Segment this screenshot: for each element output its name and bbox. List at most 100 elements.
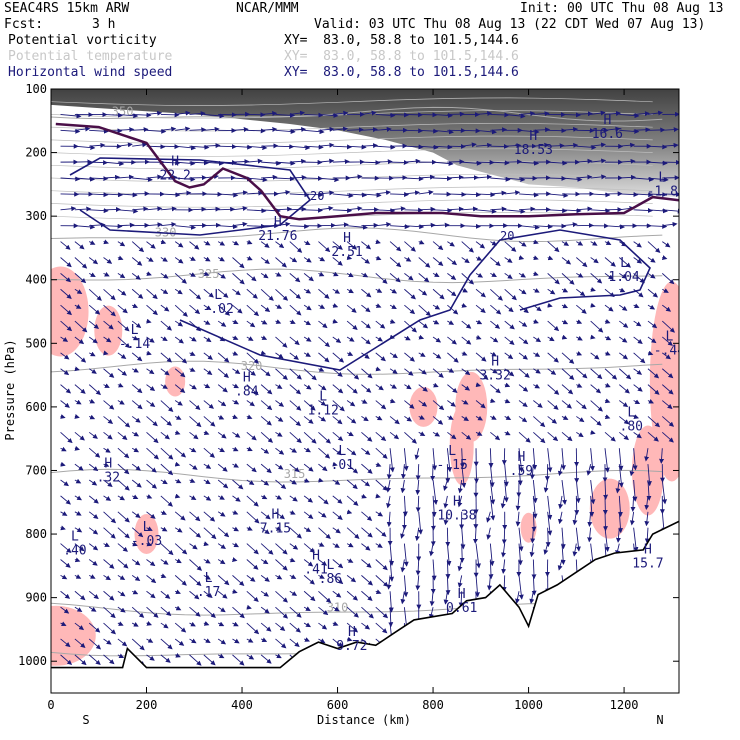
wind-vector [346,527,360,539]
wind-vector [590,142,607,148]
wind-vector [547,416,557,424]
wind-vector [232,273,245,285]
wind-vector [346,384,358,394]
wind-vector [146,621,152,626]
wind-vector [275,494,283,500]
wind-vector [174,622,187,633]
wind-vector [561,287,569,293]
wind-vector [661,400,673,410]
wind-speed-contour-label: 20 [500,229,514,243]
wind-vector [389,448,395,473]
wind-vector [617,495,623,518]
wind-vector [529,543,535,558]
extremum-type: L [658,170,666,185]
wind-vector [504,430,511,436]
wind-vector [390,224,410,230]
wind-vector [203,430,210,436]
theta-contour [51,468,663,483]
wind-vector [590,273,603,284]
wind-vector [347,174,363,180]
wind-vector [576,144,597,150]
wind-vector [404,176,424,182]
wind-vector [547,352,559,363]
y-tick-label: 800 [25,527,47,541]
wind-vector [475,352,487,362]
wind-vector [346,431,354,437]
wind-vector [346,636,353,642]
wind-vector [260,543,274,555]
wind-vector [418,288,428,296]
extremum-value: .17 [197,585,220,600]
wind-vector [131,575,141,582]
wind-vector [332,222,349,228]
wind-vector [318,384,327,391]
wind-vector [432,319,440,325]
wind-vector [443,591,449,605]
wind-vector [246,145,268,151]
wind-vector [189,351,196,356]
extremum-value: .40 [63,544,86,559]
plot-area: 3503303253203153103002020H22.2H21.76H2.5… [51,89,679,693]
wind-vector [217,352,230,363]
wind-vector [517,464,523,486]
wind-vector [246,604,252,610]
wind-vector [576,319,583,324]
wind-vector [533,239,539,245]
wind-vector [174,605,182,611]
extremum-value: .84 [235,385,259,400]
wind-vector [189,559,203,571]
x-end-label-south: S [82,713,89,727]
wind-vector [131,241,145,253]
wind-vector [189,336,197,342]
wind-vector [375,126,392,132]
model-title: SEAC4RS 15km ARW [4,1,130,16]
wind-vector [160,559,169,565]
wind-vector [232,159,250,165]
wind-vector [174,589,181,595]
wind-vector [131,352,143,362]
wind-vector [275,206,293,212]
wind-vector [632,448,638,471]
extremum-marker: L-.02 [202,288,233,317]
wind-vector [390,206,406,212]
wind-vector [260,257,270,265]
wind-vector [633,303,640,309]
wind-vector [518,129,540,135]
wind-vector [461,223,481,229]
wind-vector [619,113,640,119]
wind-vector [60,606,70,614]
wind-vector [590,174,607,180]
wind-vector [461,384,471,391]
wind-vector [203,606,216,619]
wind-vector [589,448,595,472]
wind-vector [117,273,126,279]
wind-vector [103,400,115,410]
wind-vector [375,222,392,228]
wind-vector [203,558,211,564]
wind-vector [303,637,310,642]
wind-vector [476,192,496,198]
extremum-marker: L1.04 [608,256,639,285]
wind-vector [415,559,421,576]
wind-vector [303,431,317,444]
wind-vector [103,239,109,245]
wind-vector [402,495,408,517]
wind-vector [561,368,575,380]
wind-vector [590,287,596,292]
wind-vector [432,336,442,343]
wind-vector [501,559,507,575]
wind-vector [461,368,471,376]
wind-vector [260,575,270,582]
wind-vector [289,416,301,427]
wind-vector [289,590,298,596]
theta-contour [51,227,663,243]
wind-vector [446,448,453,473]
y-tick-label: 200 [25,146,47,160]
wind-vector [390,112,410,118]
wind-vector [303,606,311,611]
wind-vector [418,128,439,134]
wind-vector [361,559,372,568]
wind-vector [586,464,592,476]
wind-vector [475,415,483,421]
wind-vector [619,158,636,164]
